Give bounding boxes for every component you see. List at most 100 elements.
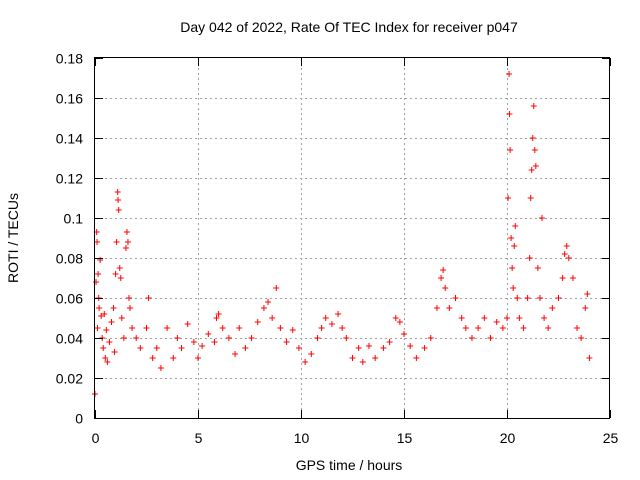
data-point [462,325,469,331]
data-point [211,339,218,345]
data-point [254,319,261,325]
data-point [545,325,552,331]
data-point [407,343,414,349]
data-point [127,305,134,311]
data-points [92,71,593,397]
x-tick-label: 0 [92,430,100,446]
data-point [213,315,220,321]
data-point [117,275,124,281]
data-point [380,345,387,351]
data-point [295,345,302,351]
data-point [559,275,566,281]
data-point [541,315,548,321]
data-point [516,315,523,321]
y-tick-label: 0.06 [56,291,83,307]
data-point [302,359,309,365]
data-point [318,325,325,331]
y-tick-label: 0.14 [56,131,83,147]
data-point [199,343,206,349]
data-point [372,355,379,361]
data-point [527,195,534,201]
data-point [190,339,197,345]
data-point [265,299,272,305]
data-point [539,215,546,221]
data-point [195,355,201,361]
data-point [110,305,117,311]
data-point [427,335,434,341]
data-point [236,325,243,331]
y-tick-labels: 0 0.02 0.04 0.06 0.08 0.1 0.12 0.14 0.16 0.18 [56,51,83,427]
data-point [529,135,536,141]
data-point [174,335,181,341]
data-point [433,305,440,311]
data-point [563,243,570,249]
x-tick-labels: 0 5 10 15 20 25 [92,430,619,446]
data-point [95,271,102,277]
data-point [355,345,362,351]
data-point [401,331,407,337]
data-point [349,355,356,361]
data-point [534,265,541,271]
data-point [452,295,459,301]
y-tick-label: 0.18 [56,51,83,67]
data-point [520,325,527,331]
data-point [106,339,113,345]
data-point [283,339,290,345]
data-point [104,359,111,365]
data-point [421,345,428,351]
data-point [328,321,335,327]
data-point [96,305,103,311]
data-point [170,355,177,361]
data-point [184,321,191,327]
data-point [578,335,585,341]
y-tick-label: 0.08 [56,251,83,267]
data-point [314,335,321,341]
data-point [94,239,101,245]
data-point [555,295,562,301]
data-point [509,265,516,271]
data-point [242,345,249,351]
data-point [504,315,510,321]
data-point [205,331,212,337]
data-point [248,335,255,341]
y-tick-label: 0.16 [56,91,83,107]
data-point [102,355,109,361]
data-point [111,349,118,355]
data-point [269,315,276,321]
data-point [440,267,447,273]
data-point [561,251,568,257]
data-point [505,195,512,201]
x-tick-label: 10 [294,430,310,446]
y-tick-label: 0.04 [56,331,83,347]
data-point [343,335,350,341]
data-point [574,325,581,331]
y-tick-label: 0.1 [64,211,84,227]
x-tick-label: 25 [603,430,619,446]
data-point [308,351,315,357]
data-point [532,163,539,169]
data-point [499,325,506,331]
data-point [120,335,127,341]
data-point [115,207,122,213]
data-point [123,229,130,235]
data-point [108,319,115,325]
data-point [164,325,171,331]
data-point [322,315,329,321]
data-point [219,325,226,331]
data-point [506,111,513,117]
data-point [487,335,494,341]
data-point [133,335,140,341]
data-point [584,291,591,297]
data-point [508,235,515,241]
data-point [273,285,280,291]
data-point [569,275,576,281]
data-point [586,355,593,361]
x-axis-label: GPS time / hours [296,457,403,473]
data-point [438,275,445,281]
data-point [157,365,164,371]
data-point [446,305,453,311]
data-point [93,279,100,285]
data-point [528,167,535,173]
data-point [215,311,222,317]
